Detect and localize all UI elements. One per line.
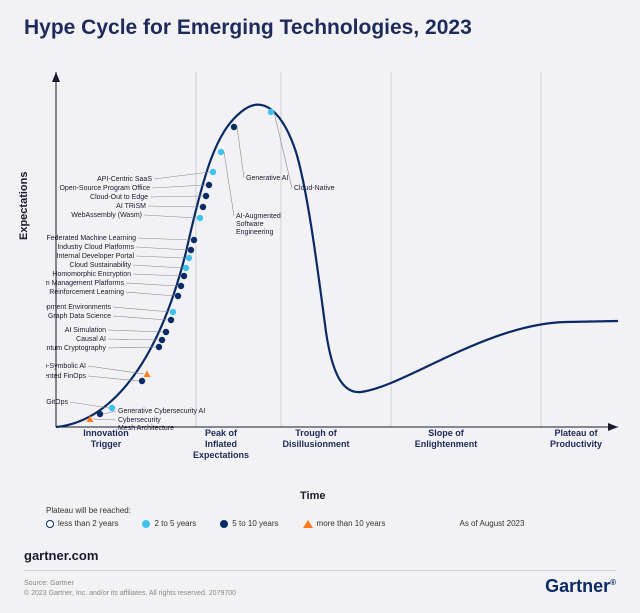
gartner-logo: Gartner® — [545, 576, 616, 597]
svg-text:Postquantum Cryptography: Postquantum Cryptography — [46, 345, 106, 352]
svg-text:AI-AugmentedSoftwareEngineerin: AI-AugmentedSoftwareEngineering — [236, 213, 281, 236]
open-circle-icon — [46, 520, 54, 528]
legend: Plateau will be reached: less than 2 yea… — [46, 506, 524, 528]
page-title: Hype Cycle for Emerging Technologies, 20… — [24, 16, 472, 40]
svg-text:Value Stream Management Platfo: Value Stream Management Platforms — [46, 280, 124, 287]
copyright-text: © 2023 Gartner, Inc. and/or its affiliat… — [24, 590, 236, 597]
legend-label: less than 2 years — [58, 519, 118, 528]
svg-text:Cloud-Native: Cloud-Native — [294, 185, 335, 192]
svg-text:API-Centric SaaS: API-Centric SaaS — [97, 176, 152, 183]
svg-text:AI Simulation: AI Simulation — [65, 327, 106, 334]
legend-item-lt2: less than 2 years — [46, 519, 118, 528]
svg-text:Internal Developer Portal: Internal Developer Portal — [57, 253, 135, 260]
svg-text:Graph Data Science: Graph Data Science — [48, 313, 111, 320]
divider — [24, 570, 616, 571]
svg-text:Causal AI: Causal AI — [76, 336, 106, 343]
svg-text:Open-Source Program Office: Open-Source Program Office — [59, 185, 150, 192]
source-text: Source: Gartner — [24, 580, 74, 587]
legend-row: less than 2 years 2 to 5 years 5 to 10 y… — [46, 519, 524, 528]
svg-text:Reinforcement Learning: Reinforcement Learning — [49, 289, 124, 296]
phase-label: Peak ofInflatedExpectations — [176, 428, 266, 460]
svg-text:Homomorphic Encryption: Homomorphic Encryption — [52, 271, 131, 278]
svg-text:Industry Cloud Platforms: Industry Cloud Platforms — [57, 244, 134, 251]
brand-url: gartner.com — [24, 548, 98, 563]
cyan-dot-icon — [142, 520, 150, 528]
svg-text:Generative AI: Generative AI — [246, 175, 288, 182]
svg-text:Federated Machine Learning: Federated Machine Learning — [46, 235, 136, 242]
legend-label: 5 to 10 years — [232, 519, 278, 528]
triangle-icon — [303, 520, 313, 528]
svg-text:AI TRiSM: AI TRiSM — [116, 203, 146, 210]
svg-text:Generative Cybersecurity AI: Generative Cybersecurity AI — [118, 408, 205, 415]
hype-cycle-chart: CybersecurityMesh ArchitectureGenerative… — [46, 72, 618, 462]
legend-label: 2 to 5 years — [154, 519, 196, 528]
chart-svg: CybersecurityMesh ArchitectureGenerative… — [46, 72, 618, 462]
svg-text:Cloud Development Environments: Cloud Development Environments — [46, 304, 111, 311]
phase-label: Slope ofEnlightenment — [401, 428, 491, 450]
phase-label: Trough ofDisillusionment — [271, 428, 361, 450]
legend-item-5to10: 5 to 10 years — [220, 519, 278, 528]
svg-text:GitOps: GitOps — [46, 399, 68, 406]
svg-text:Cloud-Out to Edge: Cloud-Out to Edge — [90, 194, 148, 201]
legend-label: more than 10 years — [317, 519, 386, 528]
phase-label: InnovationTrigger — [61, 428, 151, 450]
svg-text:Neuro-Symbolic AI: Neuro-Symbolic AI — [46, 363, 86, 370]
legend-item-gt10: more than 10 years — [303, 519, 386, 528]
logo-text: Gartner — [545, 576, 610, 596]
y-axis-label: Expectations — [18, 172, 30, 240]
legend-item-2to5: 2 to 5 years — [142, 519, 196, 528]
svg-text:WebAssembly (Wasm): WebAssembly (Wasm) — [71, 212, 142, 219]
x-axis-label: Time — [300, 490, 325, 502]
svg-text:Cloud Sustainability: Cloud Sustainability — [70, 262, 132, 269]
navy-dot-icon — [220, 520, 228, 528]
phase-label: Plateau ofProductivity — [531, 428, 621, 450]
legend-title: Plateau will be reached: — [46, 506, 524, 515]
legend-asof: As of August 2023 — [459, 519, 524, 528]
svg-text:Augmented FinOps: Augmented FinOps — [46, 373, 86, 380]
registered-icon: ® — [610, 578, 616, 587]
